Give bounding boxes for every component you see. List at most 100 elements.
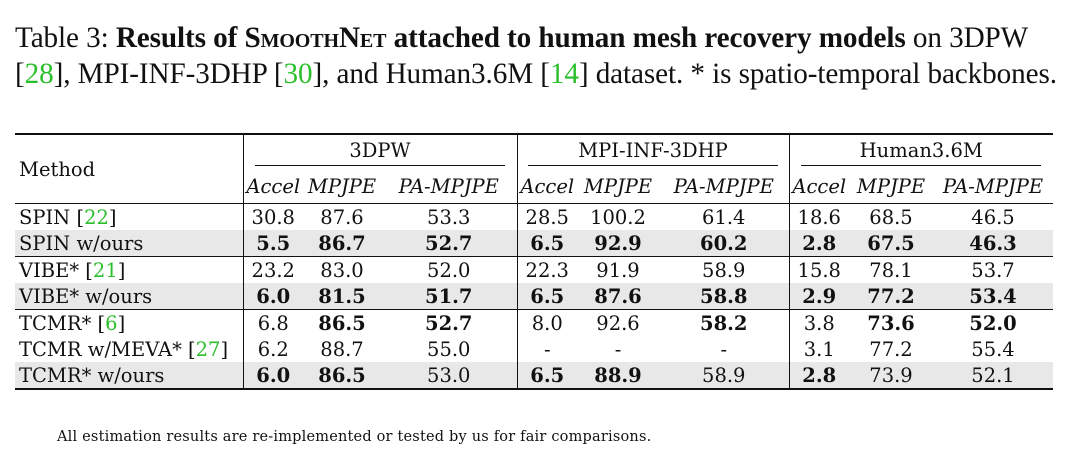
table-cell: 58.9 [659, 362, 789, 389]
table-cell: 86.7 [303, 230, 381, 257]
table-cell: - [720, 337, 728, 361]
method-name: TCMR w/MEVA* [27] [19, 337, 229, 361]
table-cell: 6.5 [516, 283, 577, 310]
table-cell: 60.2 [659, 230, 789, 257]
caption-bold-title: Results of SmoothNet attached to human m… [115, 22, 906, 54]
method-name: VIBE* [21] [19, 258, 126, 282]
table-cell: 6.0 [242, 362, 303, 389]
table-row: SPIN [22] 30.8 87.6 53.3 28.5 100.2 61.4 18.6 68… [15, 204, 1053, 230]
table-cell: 52.7 [381, 230, 517, 257]
table-cell: 73.9 [849, 362, 933, 389]
metric-header: MPJPE [307, 174, 377, 198]
table-caption: Table 3: Results of SmoothNet attached t… [15, 22, 1057, 90]
citation-link[interactable]: 30 [283, 58, 313, 90]
metric-header: PA-MPJPE [673, 174, 774, 198]
group-header: Human3.6M [801, 139, 1042, 166]
results-table: Method 3DPW MPI-INF-3DHP Human3.6M Accel… [15, 133, 1053, 391]
group-header: 3DPW [255, 139, 505, 166]
citation-link[interactable]: 22 [84, 205, 109, 229]
group-header: MPI-INF-3DHP [528, 139, 778, 166]
caption-label: Table 3: [15, 22, 116, 54]
table-cell: 81.5 [303, 283, 381, 310]
table-cell: 18.6 [788, 204, 849, 230]
table-cell: 23.2 [242, 257, 303, 283]
table-cell: 58.8 [659, 283, 789, 310]
table-cell: 83.0 [320, 258, 364, 282]
citation-link[interactable]: 21 [92, 258, 118, 282]
table-cell: 77.2 [869, 337, 913, 361]
table-cell: 52.0 [427, 258, 471, 282]
table-cell: 15.8 [788, 257, 849, 283]
table-cell: 30.8 [242, 204, 303, 230]
table-cell: 55.4 [971, 337, 1015, 361]
table-row: TCMR w/MEVA* [27] 6.2 88.7 55.0 - - - 3.1 77.2 55… [15, 336, 1053, 362]
metric-header: Accel [788, 169, 849, 204]
table-row: SPIN w/ours 5.5 86.7 52.7 6.5 92.9 60.2 2.8 67.5… [15, 230, 1053, 257]
method-name: SPIN w/ours [15, 230, 243, 257]
method-name: TCMR* [6] [19, 311, 126, 335]
table-row: VIBE* w/ours 6.0 81.5 51.7 6.5 87.6 58.8 2.9 77.… [15, 283, 1053, 310]
method-header: Method [19, 157, 96, 181]
smoothnet-name: SmoothNet [244, 22, 387, 54]
table-cell: 53.3 [427, 205, 471, 229]
table-cell: 55.0 [427, 337, 471, 361]
metric-header: PA-MPJPE [398, 174, 499, 198]
table-cell: 61.4 [702, 205, 746, 229]
table-cell: 88.9 [577, 362, 659, 389]
table-cell: 92.6 [596, 311, 640, 335]
table-cell: 73.6 [867, 311, 915, 335]
table-cell: 6.5 [516, 230, 577, 257]
table-cell: 52.1 [933, 362, 1053, 389]
table-row: TCMR* [6] 6.8 86.5 52.7 8.0 92.6 58.2 3.8 73.6 52… [15, 310, 1053, 336]
table-cell: 52.7 [425, 311, 473, 335]
table-cell: 88.7 [320, 337, 364, 361]
table-cell: 78.1 [869, 258, 913, 282]
table-cell: - [516, 336, 577, 362]
table-cell: 6.0 [242, 283, 303, 310]
table-cell: 91.9 [596, 258, 640, 282]
metric-header: Accel [242, 169, 303, 204]
table-cell: 53.4 [933, 283, 1053, 310]
table-cell: 86.5 [318, 311, 366, 335]
table-cell: - [614, 337, 622, 361]
method-name: SPIN [22] [19, 205, 117, 229]
metric-header: Accel [516, 169, 577, 204]
table-cell: 2.9 [788, 283, 849, 310]
table-cell: 67.5 [849, 230, 933, 257]
citation-link[interactable]: 14 [549, 58, 579, 90]
table-cell: 77.2 [849, 283, 933, 310]
table-row: VIBE* [21] 23.2 83.0 52.0 22.3 91.9 58.9 15.8 78… [15, 257, 1053, 283]
table-cell: 58.9 [702, 258, 746, 282]
table-cell: 46.3 [933, 230, 1053, 257]
metric-header: MPJPE [583, 174, 653, 198]
table-cell: 51.7 [381, 283, 517, 310]
table-cell: 2.8 [788, 362, 849, 389]
table-cell: 53.0 [381, 362, 517, 389]
table-row: TCMR* w/ours 6.0 86.5 53.0 6.5 88.9 58.9 2.8 73.… [15, 362, 1053, 389]
table-cell: 22.3 [516, 257, 577, 283]
table-cell: 92.9 [577, 230, 659, 257]
table-cell: 5.5 [242, 230, 303, 257]
table-cell: 6.5 [516, 362, 577, 389]
table-cell: 100.2 [590, 205, 646, 229]
citation-link[interactable]: 27 [195, 337, 221, 361]
table-cell: 68.5 [869, 205, 913, 229]
table-cell: 53.7 [971, 258, 1015, 282]
footnote: All estimation results are re-implemente… [57, 429, 652, 445]
table-cell: 3.1 [788, 336, 849, 362]
table-cell: 3.8 [788, 310, 849, 336]
table-cell: 6.8 [242, 310, 303, 336]
metric-header: PA-MPJPE [942, 174, 1044, 198]
table-cell: 58.2 [700, 311, 748, 335]
method-name: VIBE* w/ours [15, 283, 243, 310]
table-cell: 86.5 [303, 362, 381, 389]
citation-link[interactable]: 28 [24, 58, 54, 90]
table-cell: 52.0 [969, 311, 1017, 335]
citation-link[interactable]: 6 [105, 311, 118, 335]
table-cell: 87.6 [320, 205, 364, 229]
table-cell: 2.8 [788, 230, 849, 257]
table-cell: 28.5 [516, 204, 577, 230]
table-cell: 8.0 [516, 310, 577, 336]
metric-header: MPJPE [856, 174, 926, 198]
method-name: TCMR* w/ours [15, 362, 243, 389]
